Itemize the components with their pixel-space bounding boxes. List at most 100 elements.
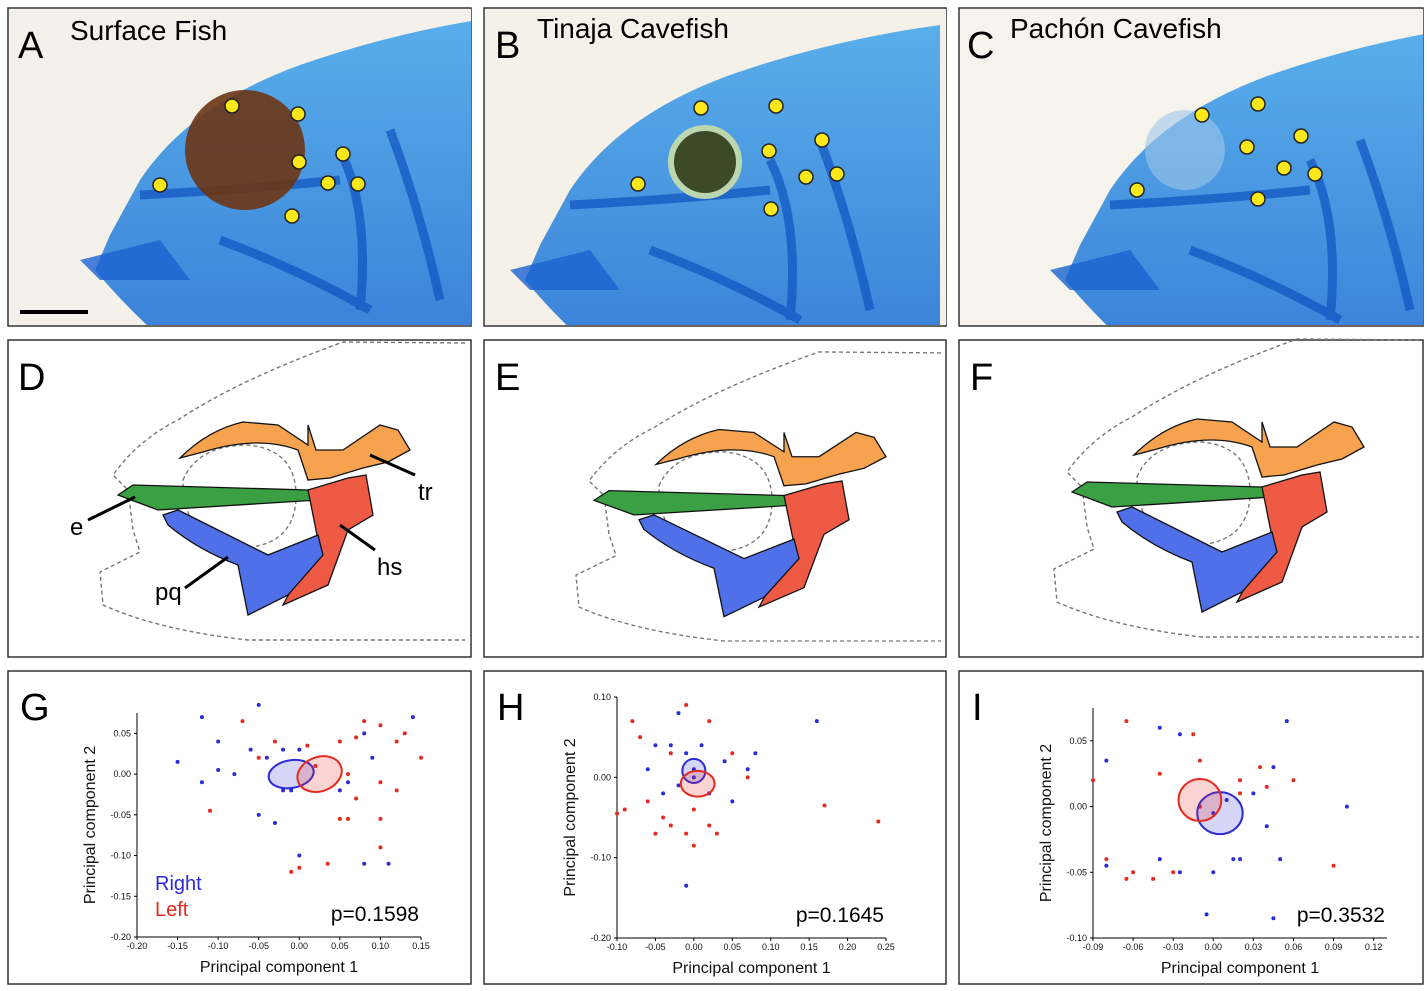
data-point [684, 831, 689, 836]
panel-frame [483, 670, 947, 985]
panel-title: Pachón Cavefish [1010, 13, 1222, 44]
x-tick-label: 0.25 [877, 942, 895, 952]
data-point [691, 775, 696, 780]
data-point [1238, 791, 1242, 796]
y-axis-label: Principal component 2 [562, 738, 579, 896]
y-tick-label: 0.00 [593, 772, 611, 782]
data-point [653, 743, 658, 748]
panel-letter: D [18, 357, 45, 399]
data-point [1224, 798, 1229, 802]
data-point [645, 767, 650, 772]
panel-letter: B [495, 25, 520, 67]
data-point [722, 759, 727, 764]
panel-letter: E [495, 357, 520, 399]
data-point [419, 755, 423, 760]
y-tick-label: -0.10 [110, 851, 131, 861]
x-tick-label: -0.09 [1083, 942, 1104, 952]
x-tick-label: 0.12 [1365, 942, 1383, 952]
data-point [668, 743, 673, 748]
data-point [876, 819, 881, 824]
legend-entry: Right [155, 873, 202, 895]
data-point [264, 755, 269, 760]
data-point [707, 719, 712, 724]
panel-letter: I [972, 687, 983, 729]
data-point [378, 723, 383, 728]
legend-entry: Left [155, 899, 189, 921]
data-point [216, 768, 221, 773]
x-tick-label: 0.00 [685, 942, 703, 952]
bone-diagram [1053, 338, 1420, 638]
data-point [684, 751, 689, 756]
data-point [378, 845, 383, 850]
photo [485, 9, 946, 325]
x-axis-label: Principal component 1 [672, 960, 830, 977]
data-point [1157, 857, 1162, 862]
data-point [370, 755, 375, 760]
data-point [1124, 719, 1129, 724]
data-point [668, 823, 673, 828]
data-point [684, 883, 689, 888]
data-point [337, 739, 342, 744]
data-point [1091, 778, 1095, 783]
bone-label: tr [418, 479, 433, 506]
data-point [378, 780, 383, 785]
x-tick-label: 0.09 [1325, 942, 1343, 952]
data-point [256, 812, 261, 817]
y-tick-label: 0.10 [593, 692, 611, 702]
data-point [354, 796, 359, 801]
confidence-ellipse [679, 769, 716, 798]
panel-title: Surface Fish [70, 15, 227, 46]
data-point [1177, 870, 1182, 875]
data-point [745, 767, 750, 772]
data-point [676, 783, 681, 788]
confidence-ellipse [296, 755, 343, 793]
panel-letter: C [967, 25, 994, 67]
data-point [653, 831, 658, 836]
x-tick-label: -0.10 [208, 941, 229, 951]
x-tick-label: 0.00 [1205, 942, 1223, 952]
panel-letter: H [497, 687, 524, 729]
y-tick-label: -0.10 [1066, 933, 1087, 943]
data-point [1151, 876, 1156, 881]
y-tick-label: -0.10 [590, 853, 611, 863]
x-tick-label: 0.20 [839, 942, 857, 952]
data-point [199, 715, 204, 720]
data-point [378, 816, 383, 821]
data-point [630, 719, 635, 724]
y-axis-label: Principal component 2 [82, 746, 99, 904]
photo [960, 9, 1423, 325]
data-point [1211, 870, 1216, 875]
data-point [676, 711, 681, 716]
x-tick-label: -0.05 [645, 942, 666, 952]
data-point [305, 743, 310, 748]
data-point [1131, 870, 1136, 875]
y-tick-label: 0.00 [113, 769, 131, 779]
y-tick-label: 0.00 [1069, 802, 1087, 812]
data-point [232, 772, 237, 777]
data-point [1157, 771, 1162, 776]
data-point [1331, 863, 1336, 868]
x-tick-label: 0.05 [724, 942, 742, 952]
data-point [297, 865, 302, 870]
data-point [297, 747, 302, 752]
y-tick-label: -0.20 [590, 933, 611, 943]
data-point [1271, 765, 1276, 770]
data-point [175, 759, 180, 764]
x-axis-label: Principal component 1 [1161, 960, 1319, 977]
data-point [1104, 863, 1109, 868]
data-point [208, 808, 213, 813]
data-point [615, 811, 619, 816]
data-point [661, 815, 666, 820]
bone-label: hs [377, 554, 402, 581]
x-tick-label: 0.10 [762, 942, 780, 952]
data-point [730, 799, 735, 804]
data-point [1271, 916, 1276, 921]
data-point [345, 816, 350, 821]
data-point [1264, 824, 1269, 829]
data-point [1291, 778, 1296, 783]
panel-frame [7, 339, 472, 658]
panel-frame [958, 339, 1424, 658]
x-tick-label: 0.00 [291, 941, 309, 951]
bone-diagram [575, 351, 942, 642]
